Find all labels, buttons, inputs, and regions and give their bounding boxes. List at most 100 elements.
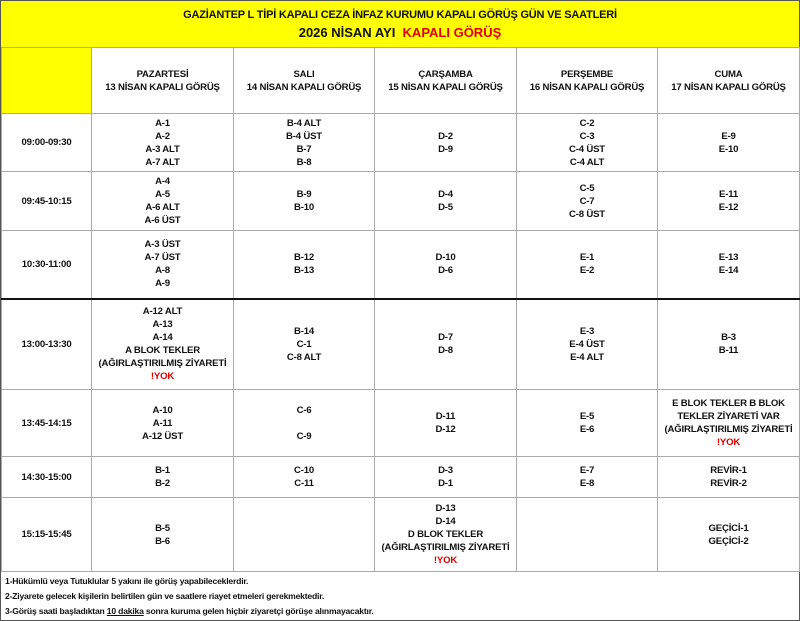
time-slot: 09:00-09:30 <box>1 113 92 172</box>
ward-entry: E-4 ÜST <box>569 338 605 350</box>
ward-entry: A-12 ALT <box>142 306 183 318</box>
spacer <box>234 417 374 430</box>
ward-entry: C-5 <box>579 182 595 194</box>
ward-entry: B-7 <box>296 143 312 155</box>
ward-entry: B-12 <box>294 252 314 264</box>
table-row: 15:15-15:45 B-5 B-6 D-13 D-14 D BLOK TEKLER (A… <box>1 497 800 572</box>
schedule-cell: E BLOK TEKLER B BLOK TEKLER ZİYARETİ VAR (… <box>657 389 800 457</box>
ward-entry: C-9 <box>296 430 312 442</box>
ward-entry: D-1 <box>438 478 453 489</box>
ward-entry: C-8 ÜST <box>569 208 605 220</box>
schedule-cell: C-2 C-3 C-4 ÜST C-4 ALT <box>516 113 658 172</box>
ward-entry: (AĞIRLAŞTIRILMIŞ ZİYARETİ <box>664 424 793 435</box>
day-name: PAZARTESİ <box>136 68 189 80</box>
ward-entry: A-7 ÜST <box>144 252 181 264</box>
ward-entry: A-13 <box>152 319 173 331</box>
ward-entry: D-6 <box>438 265 453 277</box>
ward-entry: B-4 ÜST <box>286 130 322 142</box>
ward-entry: TEKLER ZİYARETİ VAR <box>677 411 780 422</box>
ward-entry: A-7 ALT <box>145 156 180 168</box>
schedule-cell: D-2 D-9 <box>374 113 517 172</box>
schedule-cell: B-3 B-11 <box>657 298 800 390</box>
ward-entry: E-11 <box>719 189 738 200</box>
ward-entry: E-3 <box>579 325 595 337</box>
schedule-cell: C-10 C-11 <box>233 456 375 498</box>
note-3: 3-Görüş saati başladıktan 10 dakika sonr… <box>5 604 795 619</box>
ward-entry: E-5 <box>579 411 595 422</box>
schedule-cell <box>233 497 375 572</box>
day-header: PERŞEMBE 16 NİSAN KAPALI GÖRÜŞ <box>516 47 658 114</box>
ward-entry: C-3 <box>579 130 595 142</box>
ward-entry: E-12 <box>718 202 739 213</box>
note-3-text-end: sonra kuruma gelen hiçbir ziyaretçi görü… <box>143 606 374 616</box>
ward-entry: A-9 <box>155 278 170 290</box>
schedule-cell: E-13 E-14 <box>657 230 800 300</box>
title-line-2: 2026 NİSAN AYI KAPALI GÖRÜŞ <box>1 25 799 40</box>
day-name: SALI <box>293 68 315 80</box>
schedule-cell: A-4 A-5 A-6 ALT A-6 ÜST <box>91 171 234 231</box>
schedule-cell: E-7 E-8 <box>516 456 658 498</box>
table-row: 09:45-10:15 A-4 A-5 A-6 ALT A-6 ÜST B-9 B-10 D-… <box>1 171 800 231</box>
ward-entry: C-4 ALT <box>569 156 605 168</box>
day-date: 16 NİSAN KAPALI GÖRÜŞ <box>529 81 645 93</box>
title-month: 2026 NİSAN AYI <box>298 25 396 40</box>
table-row: 13:45-14:15 A-10 A-11 A-12 ÜST C-6 C-9 D-11 D-1… <box>1 389 800 457</box>
schedule-cell: E-5 E-6 <box>516 389 658 457</box>
schedule-cell: D-4 D-5 <box>374 171 517 231</box>
ward-entry: D-9 <box>438 143 453 155</box>
ward-entry: B-14 <box>294 325 314 337</box>
schedule-cell: D-7 D-8 <box>374 298 517 390</box>
ward-entry: E-7 <box>579 465 595 476</box>
ward-entry: D-11 <box>435 411 456 422</box>
ward-entry: B-5 <box>155 522 170 534</box>
ward-entry: D-12 <box>435 424 456 435</box>
schedule-cell: E-11 E-12 <box>657 171 800 231</box>
time-slot: 14:30-15:00 <box>1 456 92 498</box>
ward-entry: D-4 <box>438 189 453 200</box>
schedule-table: PAZARTESİ 13 NİSAN KAPALI GÖRÜŞ SALI 14 NİS… <box>1 47 800 572</box>
schedule-cell: D-13 D-14 D BLOK TEKLER (AĞIRLAŞTIRILMIŞ Zİ… <box>374 497 517 572</box>
ward-entry: B-10 <box>294 202 314 213</box>
ward-entry: D-10 <box>435 252 456 264</box>
ward-entry: E-8 <box>579 478 595 489</box>
ward-entry: B-1 <box>155 465 170 476</box>
day-date: 13 NİSAN KAPALI GÖRÜŞ <box>105 81 220 93</box>
ward-entry: C-10 <box>294 465 314 476</box>
table-row: 10:30-11:00 A-3 ÜST A-7 ÜST A-8 A-9 B-12 B-13 D… <box>1 230 800 300</box>
schedule-cell: B-4 ALT B-4 ÜST B-7 B-8 <box>233 113 375 172</box>
schedule-cell: E-3 E-4 ÜST E-4 ALT <box>516 298 658 390</box>
ward-entry: D-3 <box>438 465 453 476</box>
schedule-cell: A-3 ÜST A-7 ÜST A-8 A-9 <box>91 230 234 300</box>
day-header: CUMA 17 NİSAN KAPALI GÖRÜŞ <box>657 47 800 114</box>
ward-entry: D-13 <box>435 503 456 514</box>
day-header: SALI 14 NİSAN KAPALI GÖRÜŞ <box>233 47 375 114</box>
ward-entry: E-2 <box>579 265 595 277</box>
ward-entry: E-6 <box>579 424 595 435</box>
ward-entry: A-1 <box>155 117 170 129</box>
day-date: 15 NİSAN KAPALI GÖRÜŞ <box>388 81 503 93</box>
ward-entry: B-6 <box>155 535 170 547</box>
ward-entry: A-4 <box>155 176 170 187</box>
schedule-cell: D-11 D-12 <box>374 389 517 457</box>
ward-entry: B-2 <box>155 478 170 489</box>
ward-entry: E-10 <box>718 143 739 155</box>
title-visit-type: KAPALI GÖRÜŞ <box>402 25 502 40</box>
ward-entry: C-6 <box>296 404 312 416</box>
schedule-cell: GEÇİCİ-1 GEÇİCİ-2 <box>657 497 800 572</box>
day-name: ÇARŞAMBA <box>418 68 473 80</box>
ward-entry: A-8 <box>155 265 170 277</box>
header-row: PAZARTESİ 13 NİSAN KAPALI GÖRÜŞ SALI 14 NİS… <box>1 47 800 114</box>
ward-entry: (AĞIRLAŞTIRILMIŞ ZİYARETİ <box>381 542 510 553</box>
ward-entry: E-1 <box>579 252 595 264</box>
schedule-cell: E-9 E-10 <box>657 113 800 172</box>
title-line-1: GAZİANTEP L TİPİ KAPALI CEZA İNFAZ KURUM… <box>183 9 617 21</box>
note-1: 1-Hükümlü veya Tutuklular 5 yakını ile g… <box>5 576 249 586</box>
ward-entry: E BLOK TEKLER B BLOK <box>672 398 785 409</box>
corner-cell <box>1 47 92 114</box>
ward-entry: A-3 ALT <box>145 143 180 155</box>
ward-entry: GEÇİCİ-1 <box>708 522 749 534</box>
day-header: ÇARŞAMBA 15 NİSAN KAPALI GÖRÜŞ <box>374 47 517 114</box>
ward-entry: B-4 ALT <box>286 117 322 129</box>
table-row: 09:00-09:30 A-1 A-2 A-3 ALT A-7 ALT B-4 ALT B-… <box>1 113 800 172</box>
